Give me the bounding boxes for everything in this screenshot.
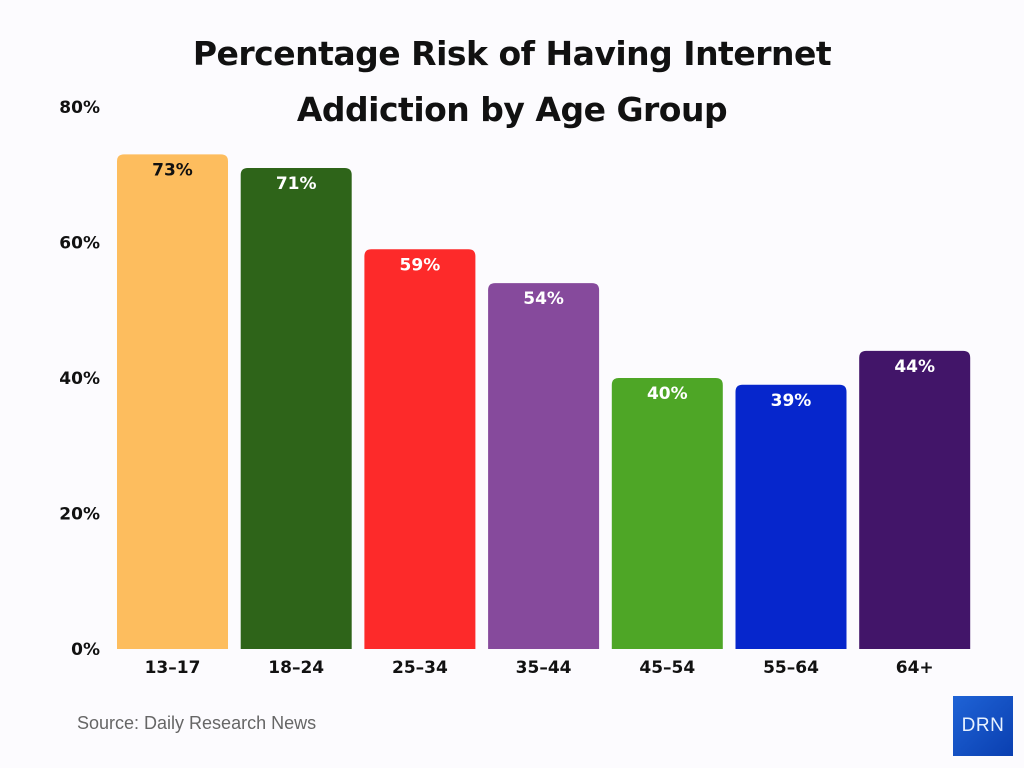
data-label: 54% <box>523 289 564 309</box>
y-tick-label: 80% <box>59 98 100 118</box>
data-label: 44% <box>894 357 935 377</box>
bar <box>859 350 971 649</box>
data-label: 73% <box>152 160 193 180</box>
y-tick-label: 20% <box>59 505 100 525</box>
data-label: 59% <box>400 255 441 275</box>
chart-title: Percentage Risk of Having Internet Addic… <box>192 34 832 129</box>
x-tick-label: 25–34 <box>392 658 448 678</box>
bar <box>240 167 352 649</box>
bar <box>488 283 600 649</box>
bar <box>364 249 476 649</box>
y-tick-label: 40% <box>59 369 100 389</box>
x-tick-label: 13–17 <box>145 658 201 678</box>
bar <box>611 378 723 649</box>
x-tick-label: 18–24 <box>268 658 324 678</box>
bar <box>735 384 847 649</box>
bar <box>117 154 228 650</box>
x-tick-label: 55–64 <box>763 658 819 678</box>
y-tick-label: 0% <box>71 640 100 660</box>
data-label: 71% <box>276 174 317 194</box>
data-label: 40% <box>647 384 688 404</box>
source-note: Source: Daily Research News <box>77 713 317 733</box>
y-tick-label: 60% <box>59 234 100 254</box>
x-tick-label: 64+ <box>896 658 934 678</box>
x-tick-label: 45–54 <box>639 658 695 678</box>
x-tick-label: 35–44 <box>516 658 572 678</box>
data-label: 39% <box>771 391 812 411</box>
drn-logo: DRN <box>953 696 1013 756</box>
